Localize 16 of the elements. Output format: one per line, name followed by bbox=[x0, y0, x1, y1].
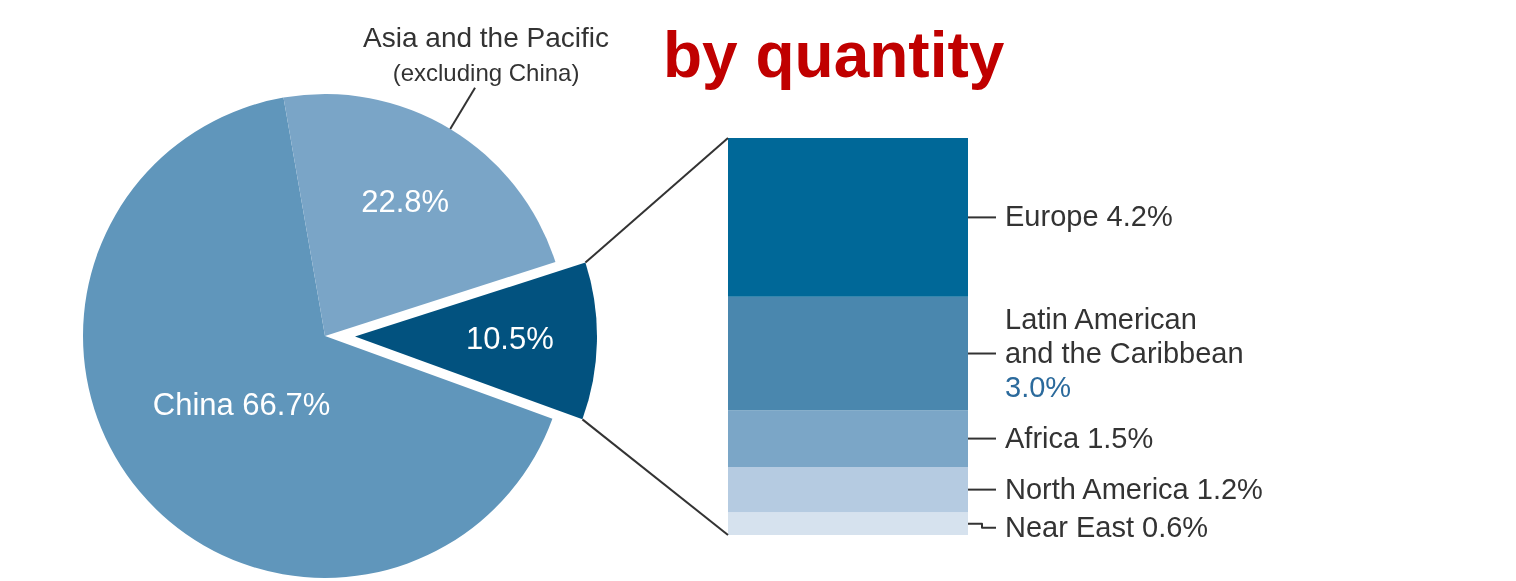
slice-label: Asia and the Pacific (excluding China) bbox=[363, 21, 610, 86]
text: Africa 1.5% bbox=[1005, 421, 1154, 454]
bar bbox=[728, 410, 968, 467]
series-label: Latin American and the Caribbean bbox=[1005, 302, 1244, 369]
bar bbox=[728, 512, 968, 535]
bar bbox=[728, 466, 968, 513]
data-label: 22.8% bbox=[361, 184, 450, 220]
data-label: 10.5% bbox=[465, 320, 554, 356]
bar bbox=[728, 296, 968, 411]
text: North America 1.2% bbox=[1005, 472, 1263, 505]
bar bbox=[728, 138, 968, 297]
slice-label: China 66.7% bbox=[152, 386, 331, 422]
data-label: 3.0% bbox=[1005, 370, 1072, 403]
text: Europe 4.2% bbox=[1005, 200, 1173, 233]
text: Near East 0.6% bbox=[1005, 510, 1209, 543]
text: by quantity bbox=[663, 19, 1005, 91]
